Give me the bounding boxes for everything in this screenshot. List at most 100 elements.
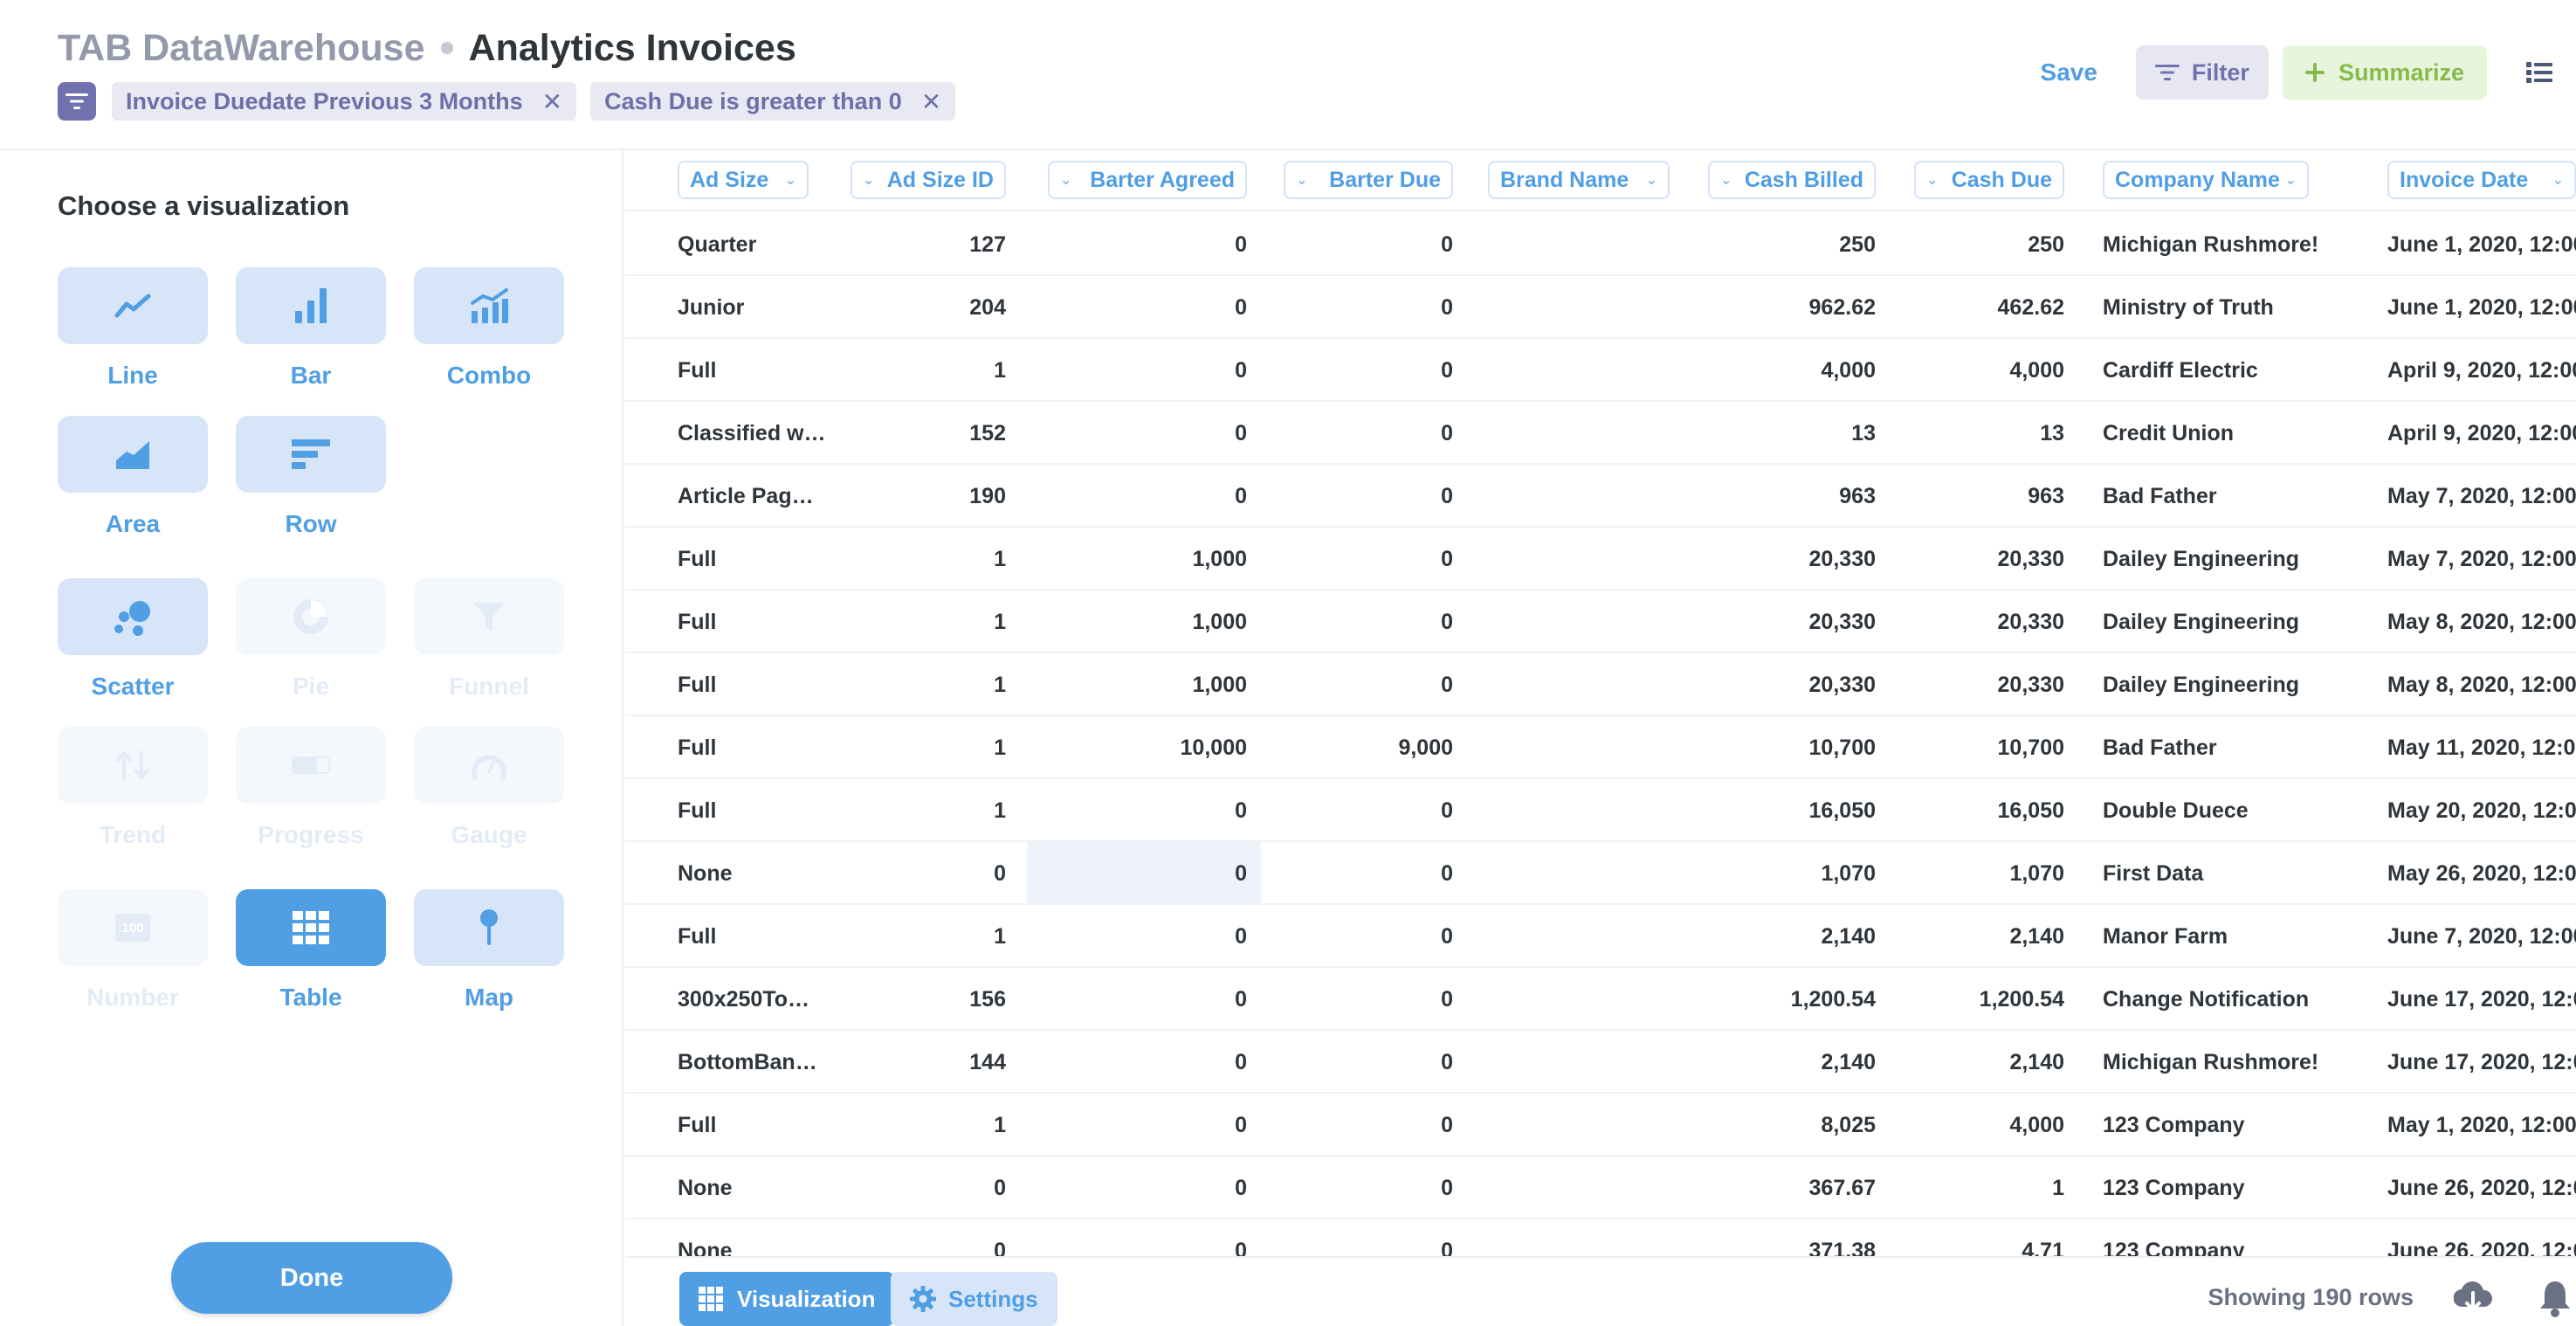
cell-barter-agreed[interactable]: 0 [1235,1112,1247,1137]
cell-brand-name[interactable] [1488,276,1670,339]
cell-company-name[interactable]: Double Duece [2103,798,2249,823]
cell-barter-agreed[interactable]: 0 [1235,357,1247,383]
cell-barter-due[interactable]: 0 [1441,1049,1453,1074]
cell-cash-billed[interactable]: 963 [1839,483,1876,508]
cell-ad-size-id[interactable]: 1 [994,1112,1006,1137]
visualization-button[interactable]: Visualization [679,1272,895,1326]
cell-ad-size-id[interactable]: 0 [994,860,1006,886]
viz-tile[interactable] [236,416,386,493]
summarize-button[interactable]: Summarize [2282,45,2487,100]
cell-cash-due[interactable]: 20,330 [1997,609,2064,634]
cell-barter-due[interactable]: 0 [1441,357,1453,383]
viz-tile[interactable] [58,416,208,493]
cell-ad-size-id[interactable]: 1 [994,546,1006,571]
cell-ad-size-id[interactable]: 152 [969,420,1006,445]
cell-barter-due[interactable]: 0 [1441,609,1453,634]
cell-ad-size-id[interactable]: 190 [969,483,1006,508]
cell-cash-due[interactable]: 4,000 [2009,357,2064,383]
cell-invoice-date[interactable]: June 26, 2020, 12:00 [2387,1238,2576,1257]
cell-barter-due[interactable]: 0 [1441,1238,1453,1257]
cell-cash-billed[interactable]: 20,330 [1808,609,1876,634]
cell-cash-billed[interactable]: 371.38 [1808,1238,1876,1257]
database-name[interactable]: TAB DataWarehouse [58,26,425,69]
cell-barter-agreed[interactable]: 0 [1235,231,1247,257]
viz-option-bar[interactable]: Bar [236,267,386,390]
cell-barter-due[interactable]: 0 [1441,483,1453,508]
cell-invoice-date[interactable]: June 7, 2020, 12:00 [2387,923,2576,949]
cell-invoice-date[interactable]: May 8, 2020, 12:00 [2387,672,2576,697]
cell-brand-name[interactable] [1488,842,1670,905]
filter-pill-duedate[interactable]: Invoice Duedate Previous 3 Months ✕ [112,82,577,121]
cell-barter-due[interactable]: 0 [1441,923,1453,949]
column-header-barter-agreed[interactable]: ⌄ Barter Agreed [1048,161,1247,199]
cell-brand-name[interactable] [1488,213,1670,276]
filter-button[interactable]: Filter [2135,45,2269,100]
cell-invoice-date[interactable]: May 26, 2020, 12:00 [2387,860,2576,886]
cell-cash-due[interactable]: 1,200.54 [1979,986,2064,1012]
cell-company-name[interactable]: Dailey Engineering [2103,546,2300,571]
cell-ad-size[interactable]: None [678,1238,733,1257]
cell-barter-agreed[interactable]: 0 [1235,798,1247,823]
cell-cash-billed[interactable]: 4,000 [1821,357,1876,383]
cell-company-name[interactable]: Dailey Engineering [2103,672,2300,697]
cell-ad-size-id[interactable]: 1 [994,735,1006,760]
cell-barter-due[interactable]: 0 [1441,1112,1453,1137]
viz-option-line[interactable]: Line [58,267,208,390]
cell-barter-due[interactable]: 0 [1441,546,1453,571]
column-header-ad-size-id[interactable]: ⌄ Ad Size ID [851,161,1006,199]
cell-barter-agreed[interactable]: 0 [1235,294,1247,320]
cell-invoice-date[interactable]: May 7, 2020, 12:00 [2387,483,2576,508]
cell-ad-size[interactable]: Full [678,1112,717,1137]
cell-cash-due[interactable]: 20,330 [1997,672,2064,697]
cell-barter-due[interactable]: 0 [1441,1175,1453,1200]
cell-barter-agreed[interactable]: 0 [1235,923,1247,949]
cell-ad-size[interactable]: Junior [678,294,745,320]
cell-barter-due[interactable]: 9,000 [1398,735,1453,760]
cell-ad-size-id[interactable]: 0 [994,1175,1006,1200]
viz-tile[interactable] [58,578,208,655]
cell-ad-size[interactable]: None [678,860,733,886]
viz-tile[interactable] [236,267,386,344]
cell-cash-due[interactable]: 1,070 [2009,860,2064,886]
cell-company-name[interactable]: Credit Union [2103,420,2234,445]
cell-cash-due[interactable]: 20,330 [1997,546,2064,571]
cell-barter-due[interactable]: 0 [1441,798,1453,823]
cell-ad-size[interactable]: Full [678,546,717,571]
cell-company-name[interactable]: Change Notification [2103,986,2310,1012]
cell-invoice-date[interactable]: May 11, 2020, 12:00 [2387,735,2576,760]
cell-invoice-date[interactable]: June 1, 2020, 12:00 [2387,294,2576,320]
cell-ad-size-id[interactable]: 0 [994,1238,1006,1257]
viz-tile[interactable] [414,889,564,966]
cell-brand-name[interactable] [1488,465,1670,528]
cell-barter-due[interactable]: 0 [1441,672,1453,697]
close-icon[interactable]: ✕ [920,87,942,115]
cell-invoice-date[interactable]: June 17, 2020, 12:00 [2387,1049,2576,1074]
cell-ad-size[interactable]: Full [678,357,717,383]
cell-cash-billed[interactable]: 8,025 [1821,1112,1876,1137]
cell-company-name[interactable]: Dailey Engineering [2103,609,2300,634]
cell-brand-name[interactable] [1488,1031,1670,1094]
cell-cash-billed[interactable]: 16,050 [1808,798,1876,823]
cell-invoice-date[interactable]: May 8, 2020, 12:00 [2387,609,2576,634]
cell-barter-agreed[interactable]: 0 [1235,1049,1247,1074]
cell-cash-due[interactable]: 2,140 [2009,1049,2064,1074]
cell-cash-due[interactable]: 963 [2028,483,2064,508]
cell-brand-name[interactable] [1488,1219,1670,1256]
column-header-cash-billed[interactable]: ⌄ Cash Billed [1708,161,1876,199]
query-editor-toggle[interactable] [2522,55,2557,90]
cell-ad-size-id[interactable]: 1 [994,798,1006,823]
cell-barter-agreed[interactable]: 0 [1235,986,1247,1012]
cell-cash-due[interactable]: 4.71 [2022,1238,2064,1257]
cell-company-name[interactable]: Michigan Rushmore! [2103,1049,2319,1074]
cell-ad-size-id[interactable]: 1 [994,923,1006,949]
cell-brand-name[interactable] [1488,339,1670,402]
cell-company-name[interactable]: 123 Company [2103,1175,2245,1200]
close-icon[interactable]: ✕ [541,87,563,115]
cell-ad-size[interactable]: Full [678,798,717,823]
cell-ad-size[interactable]: Full [678,672,717,697]
cell-invoice-date[interactable]: May 7, 2020, 12:00 [2387,546,2576,571]
cell-barter-agreed[interactable]: 1,000 [1192,672,1247,697]
cell-barter-agreed[interactable]: 10,000 [1180,735,1247,760]
cell-company-name[interactable]: Cardiff Electric [2103,357,2258,383]
cell-cash-billed[interactable]: 962.62 [1808,294,1876,320]
